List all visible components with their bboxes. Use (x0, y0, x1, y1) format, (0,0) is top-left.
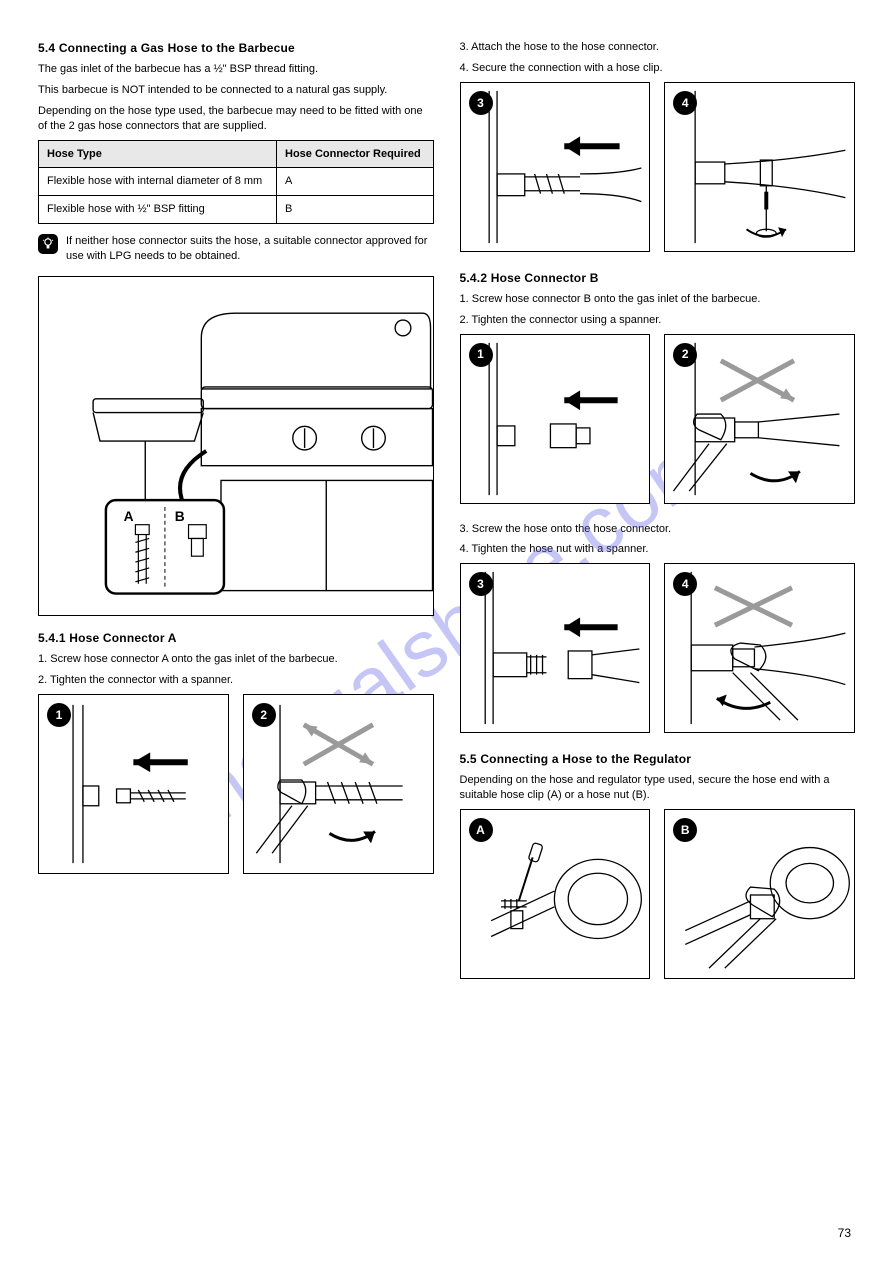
tip-text: If neither hose connector suits the hose… (66, 234, 434, 264)
page-container: 5.4 Connecting a Gas Hose to the Barbecu… (0, 0, 893, 1027)
step-diagram-b2: 2 (664, 334, 855, 504)
step-diagram-b4: 4 (664, 563, 855, 733)
table-cell: A (277, 168, 434, 196)
table-cell: Flexible hose with internal diameter of … (39, 168, 277, 196)
step-text: 2. Tighten the connector using a spanner… (460, 313, 856, 328)
step-text: 1. Screw hose connector A onto the gas i… (38, 652, 434, 667)
step-number-badge: 1 (47, 703, 71, 727)
step-diagram-4: 4 (664, 82, 855, 252)
section-5-4-2-title: 5.4.2 Hose Connector B (460, 270, 856, 286)
step-text: 3. Screw the hose onto the hose connecto… (460, 522, 856, 537)
table-cell: Flexible hose with ½" BSP fitting (39, 196, 277, 224)
page-number: 73 (838, 1225, 851, 1241)
left-column: 5.4 Connecting a Gas Hose to the Barbecu… (38, 40, 434, 997)
step-number-badge: 4 (673, 91, 697, 115)
section-5-4-p1: The gas inlet of the barbecue has a ½" B… (38, 62, 434, 77)
tip-row: If neither hose connector suits the hose… (38, 234, 434, 264)
step-diagram-reg-a: A (460, 809, 651, 979)
svg-text:A: A (124, 509, 134, 524)
step-diagram-a2: 2 (243, 694, 434, 874)
svg-text:B: B (175, 509, 185, 524)
step-letter-badge: A (469, 818, 493, 842)
table-row: Flexible hose with ½" BSP fitting B (39, 196, 434, 224)
connector-b-steps-1: 1 2 (460, 334, 856, 504)
step-diagram-a1: 1 (38, 694, 229, 874)
connector-table: Hose Type Hose Connector Required Flexib… (38, 140, 434, 225)
step-diagram-reg-b: B (664, 809, 855, 979)
step-number-badge: 2 (673, 343, 697, 367)
step-text: 4. Secure the connection with a hose cli… (460, 61, 856, 76)
table-header-hose-type: Hose Type (39, 140, 277, 168)
hose-clip-steps: 3 4 (460, 82, 856, 252)
regulator-steps: A B (460, 809, 856, 979)
step-number-badge: 3 (469, 572, 493, 596)
table-row: Flexible hose with internal diameter of … (39, 168, 434, 196)
step-number-badge: 1 (469, 343, 493, 367)
barbecue-overview-diagram: A B (38, 276, 434, 616)
step-number-badge: 2 (252, 703, 276, 727)
section-5-5-text: Depending on the hose and regulator type… (460, 773, 856, 803)
lightbulb-icon (38, 234, 58, 254)
section-5-4-p3: Depending on the hose type used, the bar… (38, 104, 434, 134)
section-5-4-1-title: 5.4.1 Hose Connector A (38, 630, 434, 646)
step-diagram-b3: 3 (460, 563, 651, 733)
step-diagram-b1: 1 (460, 334, 651, 504)
connector-a-steps: 1 (38, 694, 434, 874)
section-5-4-title: 5.4 Connecting a Gas Hose to the Barbecu… (38, 40, 434, 56)
step-diagram-3: 3 (460, 82, 651, 252)
step-text: 2. Tighten the connector with a spanner. (38, 673, 434, 688)
connector-b-steps-2: 3 4 (460, 563, 856, 733)
section-5-5-title: 5.5 Connecting a Hose to the Regulator (460, 751, 856, 767)
step-text: 3. Attach the hose to the hose connector… (460, 40, 856, 55)
step-text: 4. Tighten the hose nut with a spanner. (460, 542, 856, 557)
step-number-badge: 3 (469, 91, 493, 115)
table-header-connector: Hose Connector Required (277, 140, 434, 168)
step-text: 1. Screw hose connector B onto the gas i… (460, 292, 856, 307)
section-5-4-p2: This barbecue is NOT intended to be conn… (38, 83, 434, 98)
table-cell: B (277, 196, 434, 224)
right-column: 3. Attach the hose to the hose connector… (460, 40, 856, 997)
